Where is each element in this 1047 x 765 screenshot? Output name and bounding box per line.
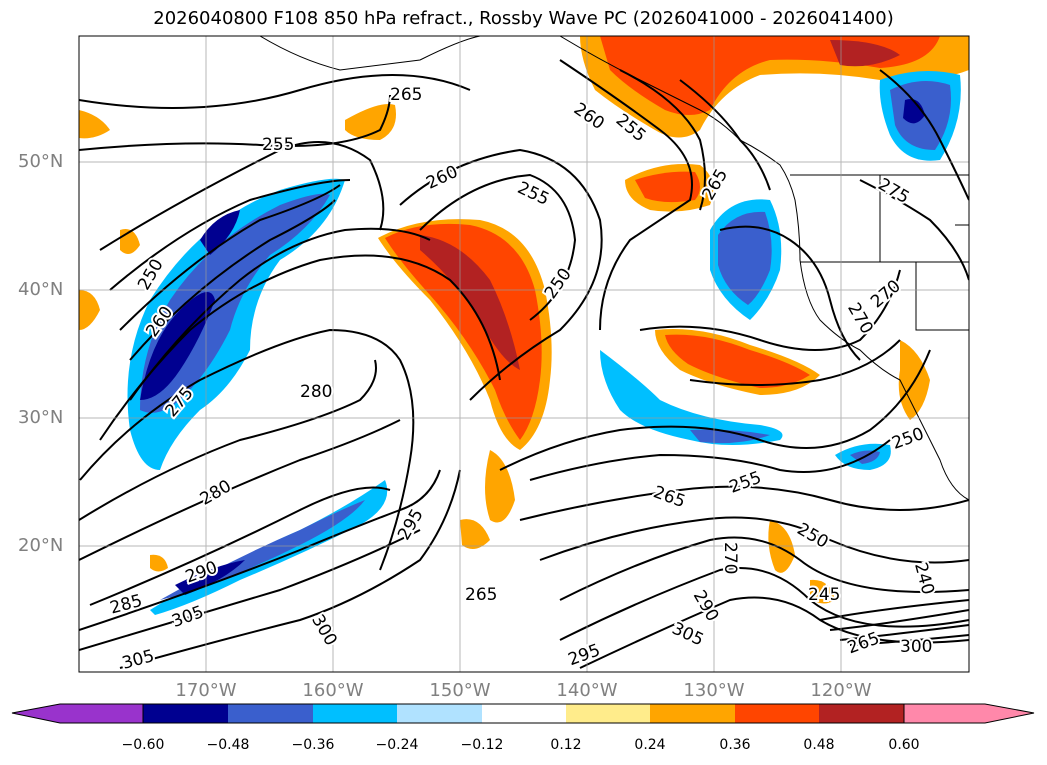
contour-label: 265 [390,85,422,105]
colorbar-tick: 0.24 [634,737,666,753]
colorbar-bin [397,704,482,723]
contour-lines [79,59,969,669]
lon-label: 160°W [302,680,364,701]
colorbar-bin [650,704,735,723]
colorbar-tick: −0.60 [121,737,165,753]
lon-label: 140°W [556,680,618,701]
colorbar-tick: 0.36 [719,737,751,753]
contour-label: 255 [262,135,294,155]
contour-label: 305 [120,646,157,674]
lat-label: 40°N [18,279,64,300]
colorbar-bin [819,704,904,723]
contour-label: 250 [794,519,832,553]
lon-label: 120°W [810,680,872,701]
lon-label: 170°W [175,680,237,701]
colorbar-bin [735,704,819,723]
contour-label: 280 [197,476,235,510]
shading-layer [79,36,969,615]
colorbar-bin [143,704,228,723]
colorbar-tick: −0.24 [375,737,419,753]
colorbar-bin [313,704,397,723]
contour-label: 300 [900,637,932,657]
lon-label: 150°W [429,680,491,701]
contour-label: 255 [727,468,764,498]
contour-label: 305 [669,619,707,651]
coastline-layer [259,36,969,501]
colorbar [11,703,1035,724]
colorbar-tick: 0.48 [803,737,835,753]
contour-label: 270 [867,276,905,312]
lat-label: 20°N [18,535,64,556]
colorbar-under-arrow [11,703,144,724]
lat-label: 30°N [18,407,64,428]
map-title: 2026040800 F108 850 hPa refract., Rossby… [153,8,894,29]
contour-label: 265 [465,585,497,605]
grid-lines [79,36,969,672]
contour-label: 295 [566,640,603,670]
contour-label: 265 [651,482,688,512]
colorbar-tick: 0.12 [550,737,582,753]
colorbar-tick: −0.36 [291,737,335,753]
contour-label: 300 [307,611,341,649]
colorbar-bin [566,704,650,723]
contour-label: 270 [720,542,740,574]
colorbar-tick: 0.60 [888,737,920,753]
lat-label: 50°N [18,151,64,172]
colorbar-over-arrow [903,703,1035,724]
contour-label: 270 [843,300,877,338]
contour-label: 260 [423,162,461,194]
colorbar-bin [482,704,566,723]
contour-label: 280 [300,382,332,402]
lon-label: 130°W [683,680,745,701]
colorbar-tick: −0.48 [206,737,250,753]
contour-label: 290 [689,587,723,625]
colorbar-bin [228,704,313,723]
contour-label: 245 [808,585,840,605]
contour-label: 260 [570,99,608,134]
contour-label: 250 [889,424,926,454]
colorbar-tick: −0.12 [460,737,504,753]
